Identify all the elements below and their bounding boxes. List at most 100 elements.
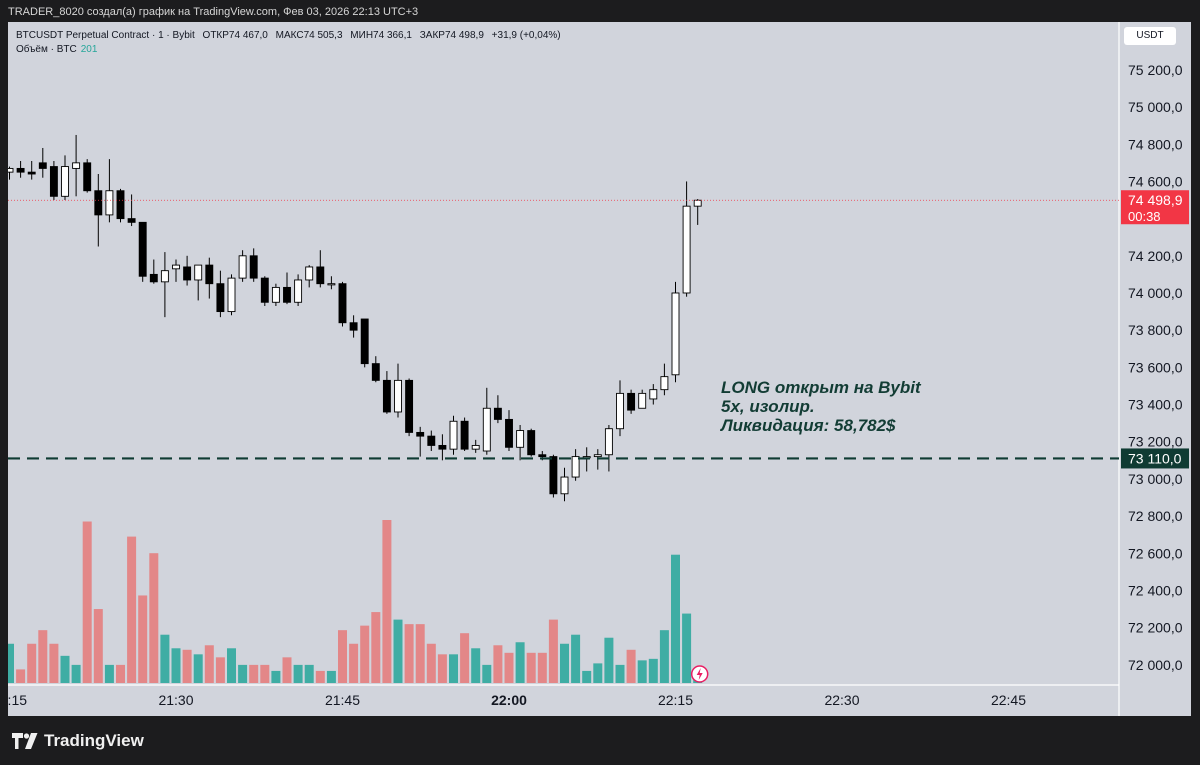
volume-bar [116,664,125,683]
tradingview-logo: TradingView [12,731,144,751]
currency-button[interactable]: USDT [1124,27,1176,45]
volume-bar [304,664,314,683]
bull-candle [482,407,491,452]
volume-bar [626,649,636,683]
current-price-label: 74 498,9 [1128,192,1183,208]
price-tick-label: 73 000,0 [1128,471,1183,487]
brand-name: TradingView [44,731,144,750]
volume-bar [371,612,381,683]
bull-candle [693,199,702,207]
volume-bar [127,536,137,683]
bear-candle [527,430,536,456]
chart-canvas[interactable]: 72 000,0 72 200,0 72 400,0 72 600,0 72 800,0… [8,22,1191,716]
time-tick-label: 22:00 [491,692,527,708]
bull-candle [660,376,669,391]
bull-candle [649,389,658,400]
bear-candle [249,255,258,279]
time-tick-label: 22:45 [991,692,1026,708]
bear-candle [493,407,502,420]
bull-candle [8,167,14,173]
symbol-name[interactable]: BTCUSDT Perpetual Contract · 1 · Bybit [16,30,195,41]
price-tick-label: 75 200,0 [1128,62,1183,78]
current-price-tag [1121,190,1189,225]
bear-candle [549,456,558,495]
volume-bar [182,649,192,683]
volume-bar [426,643,436,683]
volume-bar [82,521,92,683]
volume-bar [271,670,281,683]
volume-bar [238,664,248,683]
ohlc-open: ОТКР74 467,0 [202,30,268,41]
volume-bar [171,648,181,683]
ohlc-close: ЗАКР74 498,9 [419,30,484,41]
bear-candle [16,167,25,173]
bear-candle [438,444,447,450]
price-tick-label: 74 600,0 [1128,173,1183,189]
volume-bar [338,630,347,683]
volume-bar [49,643,59,683]
chart-caption: TRADER_8020 создал(а) график на TradingV… [8,6,419,18]
volume-bar [27,643,37,683]
volume-bar [449,654,458,683]
price-tick-label: 73 600,0 [1128,359,1183,375]
bear-candle [416,431,425,437]
volume-bar [227,648,236,683]
bear-candle [427,435,436,446]
bull-candle [682,205,691,294]
price-tick-label: 75 000,0 [1128,99,1183,115]
bear-candle [183,266,192,281]
ohlc-change: +31,9 (+0,04%) [491,30,561,41]
symbol-legend: BTCUSDT Perpetual Contract · 1 · Bybit О… [16,30,566,41]
bull-candle [571,456,580,478]
bear-candle [138,221,147,277]
bull-candle [604,428,613,456]
volume-bar [593,663,603,683]
trade-annotation: LONG открыт на Bybit 5x, изолир. Ликвида… [721,378,921,435]
line-price-label: 73 110,0 [1128,450,1182,466]
tradingview-logo-icon [12,733,38,749]
volume-bar [637,660,647,683]
volume-bar [460,633,470,683]
volume-bar [71,664,81,683]
bear-candle [360,318,369,365]
volume-bar [582,670,592,683]
volume-bar [8,643,14,683]
ohlc-low: МИН74 366,1 [350,30,412,41]
price-tick-label: 73 400,0 [1128,397,1183,413]
time-tick-label: 21:30 [158,692,193,708]
bull-candle [194,264,203,281]
bear-candle [505,418,513,448]
time-tick-label: 21:45 [325,692,360,708]
volume-legend[interactable]: Объём · BTC 201 [16,44,97,55]
volume-bar [138,595,148,683]
bull-candle [105,190,114,216]
bear-candle [83,162,92,192]
bear-candle [49,166,58,197]
annotation-line-2: 5x, изолир. [721,397,815,416]
volume-bar [349,643,359,683]
bull-candle [227,277,236,313]
volume-bar [204,645,214,683]
volume-bar [60,655,70,683]
bear-candle [260,277,269,303]
price-tick-label: 72 000,0 [1128,657,1183,673]
volume-bar [504,652,514,683]
volume-bar [526,652,536,683]
volume-bar [604,637,614,683]
bull-candle [616,392,624,430]
price-tick-label: 73 200,0 [1128,434,1183,450]
volume-value: 201 [80,44,98,55]
volume-bar [548,619,558,683]
volume-bar [160,634,170,683]
volume-bar [404,624,414,683]
line-price-tag [1121,448,1189,469]
bull-candle [271,286,280,303]
volume-bar [260,664,270,683]
bear-candle [371,363,380,381]
volume-bar [249,664,259,683]
price-tick-label: 74 200,0 [1128,248,1183,264]
volume-bar [38,630,48,683]
volume-bar [671,554,680,683]
price-tick-label: 74 000,0 [1128,285,1183,301]
volume-bar [215,657,225,683]
